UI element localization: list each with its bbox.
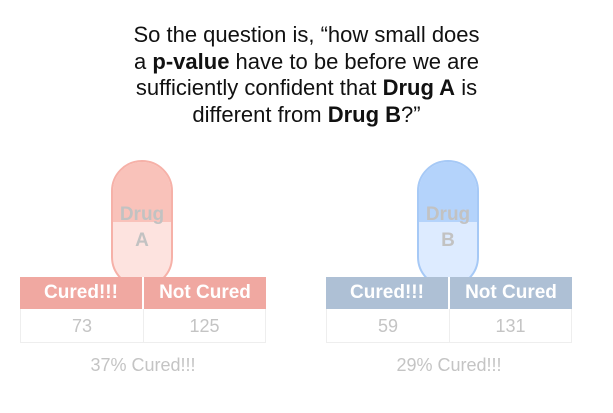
drug-b-table: Cured!!! Not Cured 59 131: [326, 277, 572, 343]
question-term-p-value: p-value: [152, 48, 230, 74]
drug-a-header-not-cured: Not Cured: [144, 277, 266, 309]
drug-a-pill-label-line1: Drug: [119, 204, 165, 225]
question-term-drug-a: Drug A: [382, 75, 456, 100]
drug-b-cured-percentage: 29% Cured!!!: [396, 355, 502, 375]
drug-a-value-row: 73 125: [20, 309, 266, 343]
drug-a-value-cured: 73: [20, 309, 144, 343]
drug-a-pill-label-line2: A: [135, 230, 149, 251]
drug-b-header-not-cured: Not Cured: [450, 277, 572, 309]
drug-a-table: Cured!!! Not Cured 73 125: [20, 277, 266, 343]
drug-a-header-cured: Cured!!!: [20, 277, 144, 309]
drug-a-cured-percentage: 37% Cured!!!: [90, 355, 196, 375]
question-part-2: have to be before we are sufficiently co…: [135, 48, 479, 101]
question-term-drug-b: Drug B: [327, 101, 402, 127]
drug-b-pill-cap: [419, 162, 477, 222]
question-part-1: So the question is, “how small does a: [133, 22, 480, 74]
drug-b-pill-label-line2: B: [441, 230, 455, 251]
drug-b-pill-label-line1: Drug: [425, 204, 471, 225]
question-part-3: is different from: [192, 75, 478, 127]
drug-b-header-cured: Cured!!!: [326, 277, 450, 309]
drug-a-pill-icon: Drug A: [111, 160, 173, 288]
drug-b-header-row: Cured!!! Not Cured: [326, 277, 572, 309]
drug-a-value-not-cured: 125: [144, 309, 266, 343]
drug-a-pill-cap: [113, 162, 171, 222]
drug-a-header-row: Cured!!! Not Cured: [20, 277, 266, 309]
drug-b-pill-icon: Drug B: [417, 160, 479, 288]
drug-b-value-cured: 59: [326, 309, 450, 343]
question-part-4: ?”: [401, 101, 421, 127]
drug-b-value-not-cured: 131: [450, 309, 572, 343]
drug-b-value-row: 59 131: [326, 309, 572, 343]
question-text: So the question is, “how small does a p-…: [130, 22, 483, 128]
